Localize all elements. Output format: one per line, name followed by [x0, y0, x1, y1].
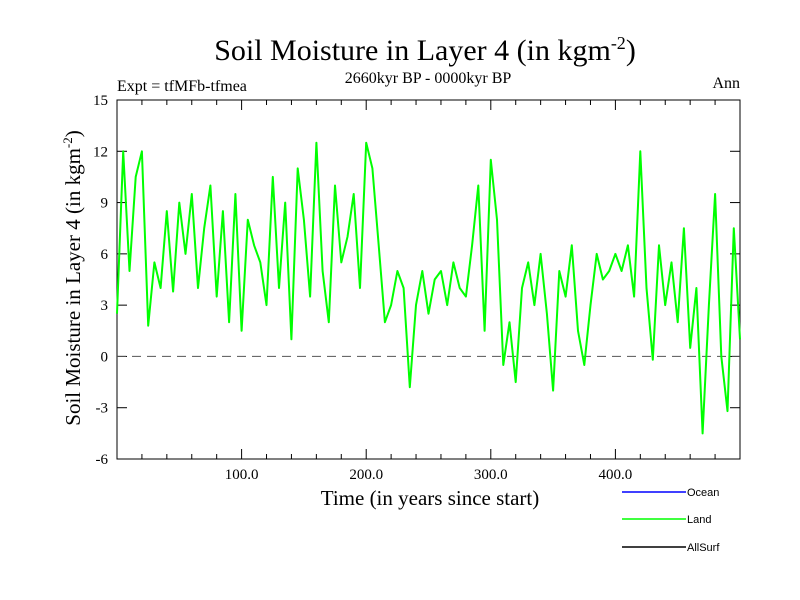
- season-label: Ann: [712, 75, 740, 92]
- y-tick-label: 9: [101, 196, 109, 212]
- series-land-line: [116, 141, 741, 435]
- expt-label: Expt = tfMFb-tfmea: [117, 78, 247, 95]
- y-tick-label: 12: [93, 144, 108, 160]
- chart-subtitle: 2660kyr BP - 0000kyr BP: [345, 70, 512, 87]
- y-tick-label: -3: [96, 401, 109, 417]
- ylabel-superscript: -2: [60, 137, 75, 148]
- y-tick-label: 3: [101, 298, 109, 314]
- x-axis-label: Time (in years since start): [321, 486, 540, 510]
- plot-area: [116, 99, 741, 460]
- y-tick-label: 15: [93, 93, 108, 109]
- x-tick-label: 200.0: [349, 467, 383, 483]
- axis-tick-labels: -6 -3 0 3 6 9 12 15 100.0 200.0 300.0 400.0: [93, 93, 632, 483]
- axis-ticks: [117, 99, 740, 460]
- ylabel-main: Soil Moisture in Layer 4 (in kgm: [61, 148, 85, 426]
- x-tick-label: 400.0: [599, 467, 633, 483]
- y-tick-label: 0: [101, 349, 109, 365]
- title-superscript: -2: [611, 33, 626, 53]
- x-tick-label: 100.0: [225, 467, 259, 483]
- legend-label-allsurf: AllSurf: [687, 542, 720, 554]
- y-tick-label: 6: [101, 247, 109, 263]
- y-tick-label: -6: [96, 452, 109, 468]
- x-tick-label: 300.0: [474, 467, 508, 483]
- y-axis-label: Soil Moisture in Layer 4 (in kgm-2): [60, 130, 85, 425]
- title-close: ): [626, 34, 636, 67]
- chart-title: Soil Moisture in Layer 4 (in kgm-2): [214, 33, 636, 67]
- title-main: Soil Moisture in Layer 4 (in kgm: [214, 34, 611, 67]
- legend: Ocean Land AllSurf: [622, 487, 720, 554]
- legend-label-ocean: Ocean: [687, 487, 719, 499]
- legend-label-land: Land: [687, 514, 711, 526]
- ylabel-close: ): [61, 130, 85, 137]
